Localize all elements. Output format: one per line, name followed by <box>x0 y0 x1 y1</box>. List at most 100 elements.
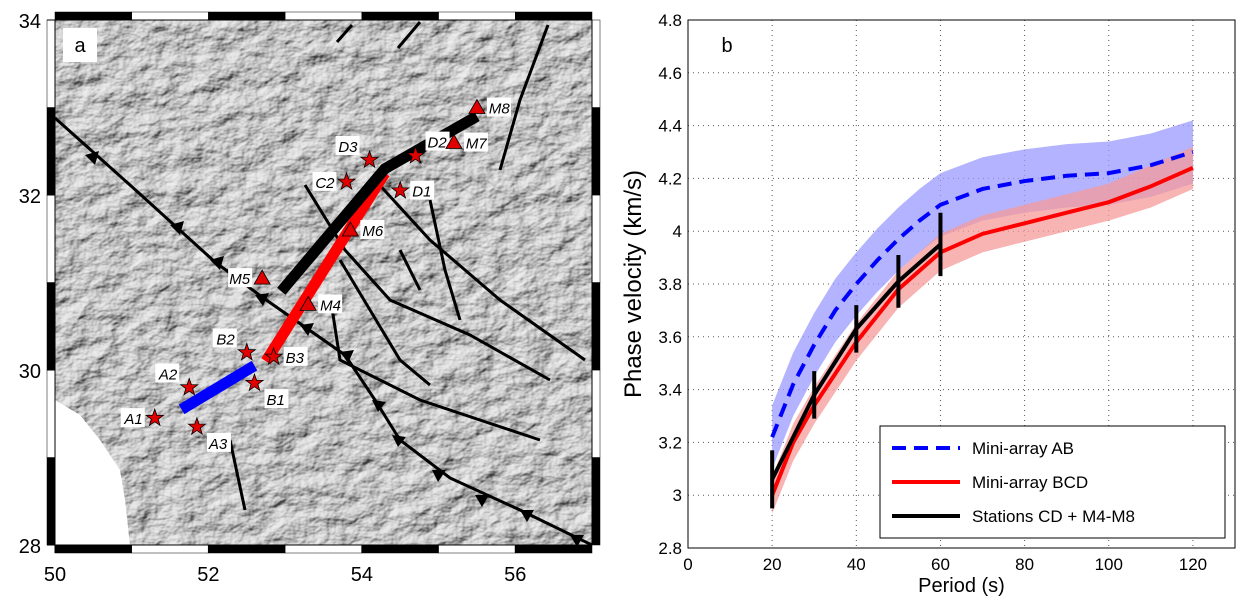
frame-bar <box>591 282 601 371</box>
y-tick-label: 2.8 <box>658 539 682 558</box>
station-label-box <box>486 97 511 117</box>
y-tick-label: 4.4 <box>658 117 682 136</box>
y-tick-label: 4.2 <box>658 169 682 188</box>
legend-label: Stations CD + M4-M8 <box>972 507 1135 526</box>
legend-label: Mini-array AB <box>972 439 1074 458</box>
panel-label: b <box>721 35 732 57</box>
line-panel: 2.8 3 3.2 3.4 3.6 3.8 4 4.2 4.4 4.6 4.8 0 20 40 60 80 10… <box>620 11 1236 597</box>
station-label-box <box>335 136 360 155</box>
y-tick-label: 34 <box>19 11 41 33</box>
y-tick-label: 4.6 <box>658 64 682 83</box>
series-line <box>770 150 1194 438</box>
panel-label: a <box>74 35 86 57</box>
profile-line <box>178 360 258 415</box>
y-tick-label: 3 <box>673 486 682 505</box>
station-label: M5 <box>229 271 250 288</box>
frame-bar <box>515 11 593 21</box>
station-label-box <box>283 346 308 366</box>
y-tick-label: 3.8 <box>658 275 682 294</box>
frame-bar <box>54 544 132 554</box>
legend-label: Mini-array BCD <box>972 473 1088 492</box>
frame-bar <box>361 11 439 21</box>
station-marker <box>445 133 463 149</box>
y-tick-label: 4.8 <box>658 11 682 30</box>
x-tick-label: 120 <box>1179 555 1207 574</box>
station-label-box <box>463 132 488 152</box>
station-marker <box>253 269 271 285</box>
station-marker <box>179 377 199 396</box>
x-axis-label: Period (s) <box>918 575 1005 597</box>
station-label: C2 <box>315 175 335 192</box>
x-tick-label: 60 <box>931 555 950 574</box>
panel-label-box <box>712 30 742 60</box>
frame-bar <box>284 11 363 21</box>
station-label: D1 <box>412 184 431 201</box>
plot-frame <box>687 19 1236 549</box>
station-marker <box>341 221 360 237</box>
frame-bar <box>46 194 56 283</box>
station-label-box <box>425 131 450 151</box>
frame-bar <box>131 544 209 554</box>
frame-bar <box>591 457 601 546</box>
x-tick-label: 20 <box>763 555 782 574</box>
station-label: D3 <box>338 139 358 156</box>
station-marker <box>187 416 207 436</box>
station-label: A3 <box>208 436 228 453</box>
station-marker <box>244 372 265 392</box>
station-marker <box>468 98 486 114</box>
frame-bar <box>46 107 56 196</box>
station-label: M7 <box>466 136 487 153</box>
station-marker <box>359 149 380 169</box>
uncertainty-band <box>772 120 1193 469</box>
station-marker <box>390 180 410 199</box>
sea <box>55 400 130 545</box>
x-tick-label: 52 <box>197 564 219 586</box>
station-label-box <box>312 171 337 191</box>
frame-bar <box>591 19 601 108</box>
frame-bar <box>54 11 132 21</box>
station-label: B1 <box>266 392 284 409</box>
station-label: D2 <box>428 135 448 152</box>
station-label: M6 <box>362 223 383 240</box>
station-label: B3 <box>286 350 305 367</box>
frame-bar <box>284 544 363 554</box>
frame-bar <box>591 369 601 458</box>
frame-bar <box>591 107 601 196</box>
x-tick-label: 40 <box>847 555 866 574</box>
map-panel: A1 A2 A3 B1 B2 B3 C2 D3 D2 D1 M4 M5 M6 M7 M8 <box>55 20 592 545</box>
station-label-box <box>120 408 145 428</box>
frame-bar <box>515 544 593 554</box>
y-tick-label: 28 <box>19 536 41 558</box>
station-marker <box>336 171 357 191</box>
hillshade <box>55 20 592 545</box>
frame-bar <box>131 11 209 21</box>
y-tick-label: 3.4 <box>658 381 682 400</box>
station-label-box <box>206 432 231 452</box>
x-tick-label: 80 <box>1015 555 1034 574</box>
station-label-box <box>264 389 289 409</box>
station-label-box <box>228 268 253 288</box>
station-label: B2 <box>216 332 235 349</box>
panel-label-box <box>63 28 97 62</box>
y-tick-label: 4 <box>673 222 682 241</box>
frame-bar <box>208 11 286 21</box>
map-border <box>54 19 593 546</box>
frame-bar <box>361 544 439 554</box>
station-label: A1 <box>123 411 142 428</box>
y-tick-label: 30 <box>19 361 41 383</box>
series-line <box>770 166 1194 496</box>
frame-bar <box>46 282 56 371</box>
station-label-box <box>410 180 435 200</box>
frame-bar <box>438 11 516 21</box>
y-axis-label: Phase velocity (km/s) <box>620 170 647 398</box>
frame-bar <box>208 544 286 554</box>
station-label: M4 <box>320 297 341 314</box>
x-tick-label: 56 <box>504 564 526 586</box>
profile-line <box>261 170 390 365</box>
station-label-box <box>155 363 180 383</box>
station-label: M8 <box>489 101 510 118</box>
x-tick-label: 0 <box>683 555 692 574</box>
x-tick-label: 100 <box>1095 555 1123 574</box>
station-marker <box>405 145 426 164</box>
